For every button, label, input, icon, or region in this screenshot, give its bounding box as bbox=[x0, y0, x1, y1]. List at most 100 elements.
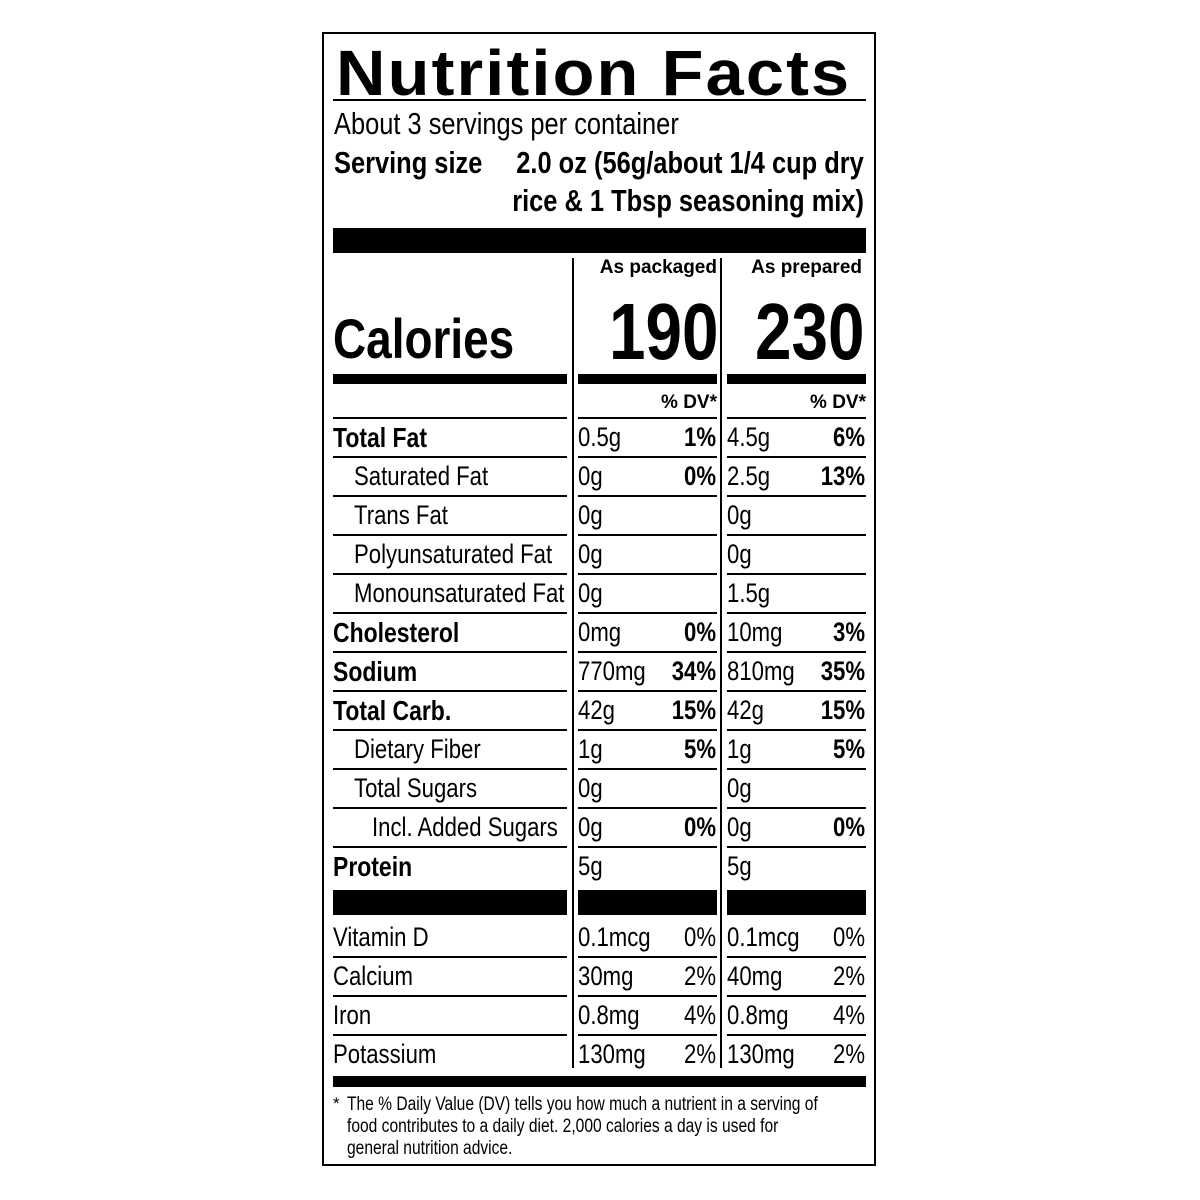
vitamin-dv: 0% bbox=[677, 922, 716, 953]
vitamin-amount-text: 30mg bbox=[578, 961, 634, 991]
nutrient-dv: 35% bbox=[811, 656, 865, 687]
calories-prepared-value: 230 bbox=[754, 287, 864, 376]
thick-divider bbox=[333, 374, 567, 384]
calories-label-text: Calories bbox=[333, 307, 515, 370]
row-divider bbox=[727, 729, 866, 731]
nutrient-amount: 0g bbox=[578, 539, 608, 570]
row-divider bbox=[333, 651, 567, 653]
nutrient-dv: 5% bbox=[677, 734, 716, 765]
column-header-prepared: As prepared bbox=[751, 257, 862, 278]
row-divider bbox=[727, 534, 866, 536]
nutrient-amount-text: 1g bbox=[578, 734, 603, 764]
nutrient-dv-text: 0% bbox=[832, 812, 865, 842]
nutrient-label: Polyunsaturated Fat bbox=[354, 539, 596, 570]
row-divider bbox=[578, 456, 717, 458]
nutrient-amount: 1g bbox=[578, 734, 608, 765]
nutrient-dv: 0% bbox=[677, 617, 716, 648]
vitamin-amount: 0.8mg bbox=[727, 1000, 802, 1031]
nutrient-amount-text: 42g bbox=[578, 695, 615, 725]
footnote-star: * bbox=[333, 1094, 340, 1113]
row-divider bbox=[727, 995, 866, 997]
label-title: Nutrition Facts bbox=[336, 37, 852, 109]
row-divider bbox=[727, 417, 866, 419]
nutrient-dv: 15% bbox=[811, 695, 865, 726]
nutrient-amount-text: 0g bbox=[578, 773, 603, 803]
vitamin-amount: 130mg bbox=[727, 1039, 810, 1070]
nutrient-label-text: Dietary Fiber bbox=[354, 734, 481, 764]
nutrient-label: Total Carb. bbox=[333, 695, 477, 727]
nutrient-dv: 6% bbox=[826, 422, 865, 453]
vitamin-amount: 0.1mcg bbox=[727, 922, 816, 953]
vitamin-dv-text: 2% bbox=[683, 961, 716, 991]
nutrient-dv: 15% bbox=[662, 695, 716, 726]
nutrient-label-text: Total Carb. bbox=[333, 695, 452, 726]
vitamin-label-text: Calcium bbox=[333, 961, 413, 991]
row-divider bbox=[333, 534, 567, 536]
row-divider bbox=[578, 690, 717, 692]
nutrient-amount-text: 0g bbox=[578, 539, 603, 569]
nutrient-dv: 0% bbox=[677, 812, 716, 843]
calories-packaged: 190 bbox=[585, 286, 718, 378]
nutrient-amount: 0.5g bbox=[578, 422, 631, 453]
nutrient-dv-text: 15% bbox=[820, 695, 865, 725]
servings-text: About 3 servings per container bbox=[334, 106, 679, 141]
row-divider bbox=[727, 768, 866, 770]
nutrient-amount: 1.5g bbox=[727, 578, 780, 609]
row-divider bbox=[333, 612, 567, 614]
nutrient-dv-text: 5% bbox=[683, 734, 716, 764]
vitamin-label: Vitamin D bbox=[333, 922, 450, 953]
vitamin-dv: 4% bbox=[677, 1000, 716, 1031]
vitamin-amount: 30mg bbox=[578, 961, 646, 992]
vitamin-dv-text: 2% bbox=[683, 1039, 716, 1069]
nutrient-dv-text: 0% bbox=[683, 812, 716, 842]
row-divider bbox=[727, 807, 866, 809]
row-divider bbox=[333, 807, 567, 809]
nutrient-dv: 0% bbox=[826, 812, 865, 843]
nutrient-dv: 0% bbox=[677, 461, 716, 492]
vitamin-dv: 2% bbox=[826, 1039, 865, 1070]
row-divider bbox=[333, 846, 567, 848]
vitamin-amount-text: 0.8mg bbox=[727, 1000, 789, 1030]
vitamin-amount: 40mg bbox=[727, 961, 795, 992]
nutrient-dv: 3% bbox=[826, 617, 865, 648]
nutrient-amount-text: 1.5g bbox=[727, 578, 771, 608]
thick-divider bbox=[578, 374, 717, 384]
row-divider bbox=[578, 956, 717, 958]
vitamin-amount: 0.1mcg bbox=[578, 922, 667, 953]
nutrient-amount-text: 0g bbox=[727, 539, 752, 569]
nutrient-amount: 0mg bbox=[578, 617, 631, 648]
nutrient-amount-text: 810mg bbox=[727, 656, 795, 686]
vitamin-amount: 0.8mg bbox=[578, 1000, 653, 1031]
column-header-packaged: As packaged bbox=[599, 257, 717, 278]
row-divider bbox=[727, 890, 866, 915]
vitamin-dv: 2% bbox=[677, 1039, 716, 1070]
nutrient-dv-text: 0% bbox=[683, 617, 716, 647]
vitamin-dv-text: 0% bbox=[832, 922, 865, 952]
nutrition-label-border bbox=[322, 32, 876, 1166]
row-divider bbox=[333, 768, 567, 770]
row-divider bbox=[578, 995, 717, 997]
row-divider bbox=[727, 612, 866, 614]
vitamin-amount: 130mg bbox=[578, 1039, 661, 1070]
row-divider bbox=[578, 768, 717, 770]
row-divider bbox=[727, 1034, 866, 1036]
nutrient-amount: 5g bbox=[578, 851, 608, 882]
vitamin-dv-text: 0% bbox=[683, 922, 716, 952]
nutrient-amount-text: 2.5g bbox=[727, 461, 771, 491]
nutrient-amount-text: 1g bbox=[727, 734, 752, 764]
vitamin-amount-text: 40mg bbox=[727, 961, 783, 991]
serving-size-value-1: 2.0 oz (56g/about 1/4 cup dry bbox=[440, 145, 864, 181]
nutrient-label: Cholesterol bbox=[333, 617, 487, 649]
nutrient-dv-text: 5% bbox=[832, 734, 865, 764]
nutrient-label-text: Monounsaturated Fat bbox=[354, 578, 565, 608]
vitamin-label: Calcium bbox=[333, 961, 431, 992]
row-divider bbox=[727, 651, 866, 653]
row-divider bbox=[727, 956, 866, 958]
nutrient-amount-text: 4.5g bbox=[727, 422, 771, 452]
nutrient-label: Dietary Fiber bbox=[354, 734, 509, 765]
nutrient-amount: 0g bbox=[727, 773, 757, 804]
footnote-text: general nutrition advice. bbox=[347, 1138, 513, 1159]
footnote: The % Daily Value (DV) tells you how muc… bbox=[347, 1094, 921, 1160]
nutrient-amount: 1g bbox=[727, 734, 757, 765]
row-divider bbox=[333, 456, 567, 458]
